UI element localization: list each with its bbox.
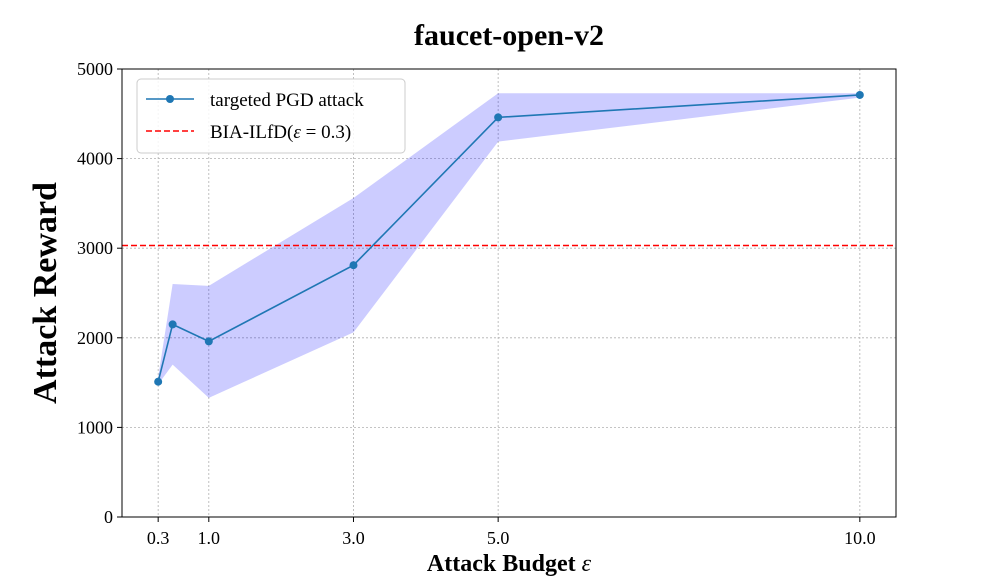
legend-box <box>136 78 406 154</box>
legend-marker-series <box>166 95 174 103</box>
data-point <box>494 113 503 122</box>
y-tick-label: 3000 <box>77 238 113 258</box>
x-tick-label: 0.3 <box>147 528 170 548</box>
grid-lines <box>122 68 896 518</box>
legend: targeted PGD attack BIA-ILfD(ε = 0.3) <box>136 78 406 154</box>
y-axis-ticks: 0 1000 2000 3000 4000 5000 <box>77 59 122 527</box>
y-tick-label: 0 <box>104 507 113 527</box>
chart-title: faucet-open-v2 <box>414 19 604 52</box>
series-layer <box>154 90 864 386</box>
legend-label-reference: BIA-ILfD(ε = 0.3) <box>210 122 351 143</box>
confidence-band-layer <box>158 93 860 398</box>
x-tick-label: 10.0 <box>844 528 876 548</box>
x-tick-label: 1.0 <box>198 528 221 548</box>
legend-reference-value: = 0.3) <box>301 122 351 143</box>
data-point <box>204 337 213 346</box>
x-axis-label: Attack Budget ε <box>427 551 592 577</box>
y-tick-label: 4000 <box>77 149 113 169</box>
series-line <box>157 94 860 382</box>
legend-reference-symbol: ε <box>293 122 301 143</box>
series-error-band <box>158 93 860 398</box>
data-point <box>349 261 358 270</box>
data-point <box>154 377 163 386</box>
plot-frame <box>121 68 897 518</box>
data-point <box>168 320 177 329</box>
y-tick-label: 5000 <box>77 59 113 79</box>
y-tick-label: 1000 <box>77 417 113 437</box>
x-tick-label: 3.0 <box>342 528 365 548</box>
x-axis-ticks: 0.3 1.0 3.0 5.0 10.0 <box>147 517 876 548</box>
x-axis-label-symbol: ε <box>582 551 592 577</box>
x-tick-label: 5.0 <box>487 528 510 548</box>
legend-reference-name: BIA-ILfD( <box>210 122 293 143</box>
data-point <box>855 90 864 99</box>
x-axis-label-text: Attack Budget <box>427 551 582 577</box>
y-tick-label: 2000 <box>77 328 113 348</box>
legend-label-series: targeted PGD attack <box>210 90 364 111</box>
y-axis-label: Attack Reward <box>27 182 64 404</box>
